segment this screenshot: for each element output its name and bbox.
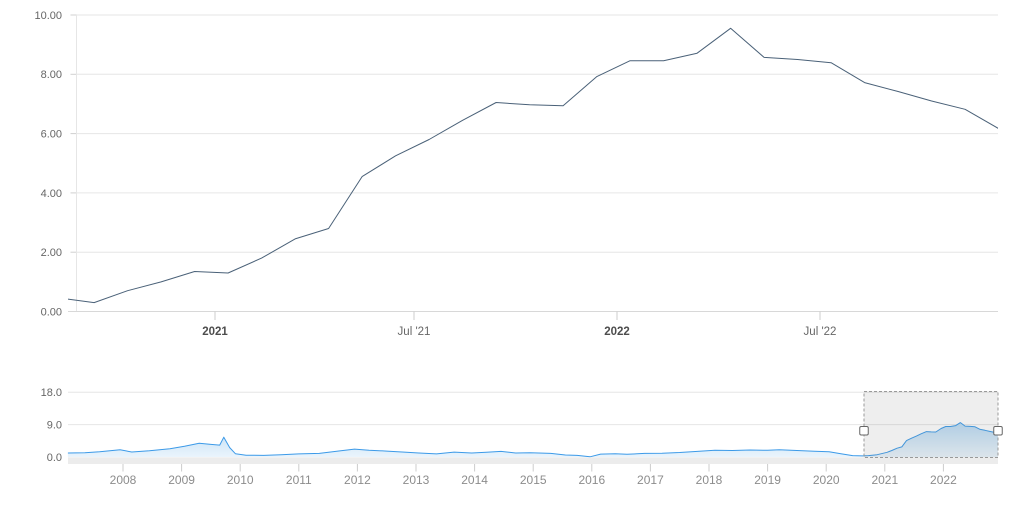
navigator-y-axis-label: 9.0 [47,419,62,431]
navigator-selection-outline [863,391,999,458]
main-series-line [68,27,998,304]
navigator-x-axis-label: 2012 [344,473,371,487]
main-y-axis-label: 4.00 [41,188,62,200]
main-y-axis-label: 6.00 [41,128,62,140]
navigator-x-axis-label: 2016 [578,473,605,487]
navigator-selected-range[interactable] [864,391,998,458]
navigator-y-axis-label: 0.0 [47,452,62,464]
navigator: 0.0 9.0 18.0 2008 2009 2010 2011 2012 2013 2014 20… [41,387,1003,487]
navigator-y-axis-label: 18.0 [41,387,62,399]
navigator-x-axis-label: 2019 [754,473,781,487]
navigator-x-axis-label: 2022 [930,473,957,487]
navigator-x-axis-label: 2008 [110,473,137,487]
navigator-x-axis-label: 2015 [520,473,547,487]
navigator-handle-left[interactable] [859,426,869,436]
main-chart: 0.00 2.00 4.00 6.00 8.00 10.00 2021 Jul '21 2022… [34,10,998,338]
main-y-axis-label: 0.00 [41,306,62,318]
navigator-x-axis-label: 2014 [461,473,488,487]
main-y-axis-label: 10.00 [34,10,62,22]
navigator-x-axis-label: 2010 [227,473,254,487]
navigator-x-axis-label: 2020 [813,473,840,487]
navigator-x-axis-label: 2018 [696,473,723,487]
main-y-axis-label: 2.00 [41,247,62,259]
navigator-handle-right[interactable] [993,426,1003,436]
navigator-area-series [67,422,998,457]
navigator-plot-area[interactable] [68,392,998,458]
main-x-axis-label: 2022 [604,326,630,338]
navigator-series-line [67,422,999,458]
main-plot-area[interactable] [68,15,998,312]
navigator-x-axis-label: 2013 [403,473,430,487]
navigator-x-axis-label: 2009 [168,473,195,487]
main-x-axis-label: Jul '21 [398,326,431,338]
main-y-axis-label: 8.00 [41,69,62,81]
main-x-axis-label: 2021 [202,326,228,338]
navigator-x-axis-label: 2011 [286,473,312,487]
navigator-x-axis-label: 2017 [637,473,664,487]
navigator-track[interactable] [68,458,998,464]
main-x-axis-label: Jul '22 [804,326,837,338]
navigator-x-axis-label: 2021 [871,473,898,487]
